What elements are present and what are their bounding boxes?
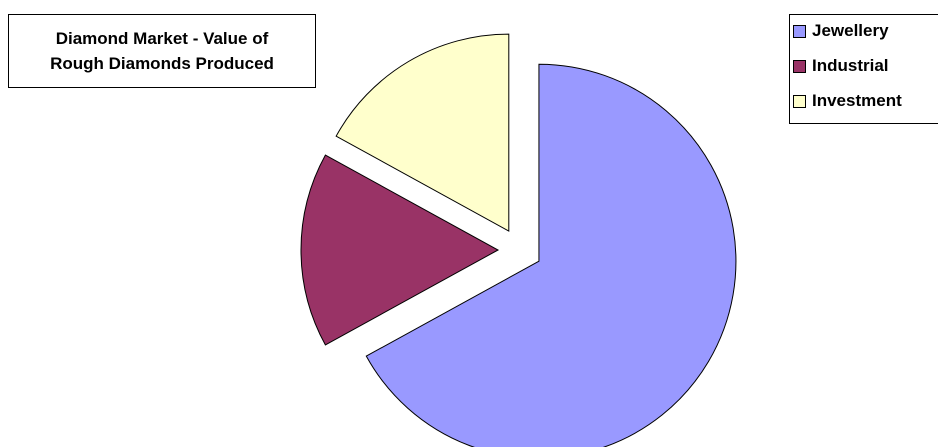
chart-title: Diamond Market - Value of Rough Diamonds… [8, 14, 316, 88]
chart-title-line-2: Rough Diamonds Produced [50, 54, 274, 73]
legend-item-jewellery: Jewellery [793, 21, 889, 41]
legend-label-investment: Investment [812, 91, 902, 110]
legend-label-industrial: Industrial [812, 56, 889, 75]
legend-label-jewellery: Jewellery [812, 21, 889, 40]
legend-swatch-industrial [793, 59, 806, 73]
chart-title-line-1: Diamond Market - Value of [55, 29, 269, 48]
legend-item-investment: Investment [793, 91, 902, 111]
legend: Jewellery Industrial Investment [789, 14, 938, 124]
legend-swatch-jewellery [793, 24, 806, 38]
legend-item-industrial: Industrial [793, 56, 889, 76]
pie-slice-jewellery [365, 63, 737, 447]
pie-slice-investment [335, 33, 510, 232]
pie-slice-industrial [300, 154, 500, 346]
legend-swatch-investment [793, 94, 806, 108]
